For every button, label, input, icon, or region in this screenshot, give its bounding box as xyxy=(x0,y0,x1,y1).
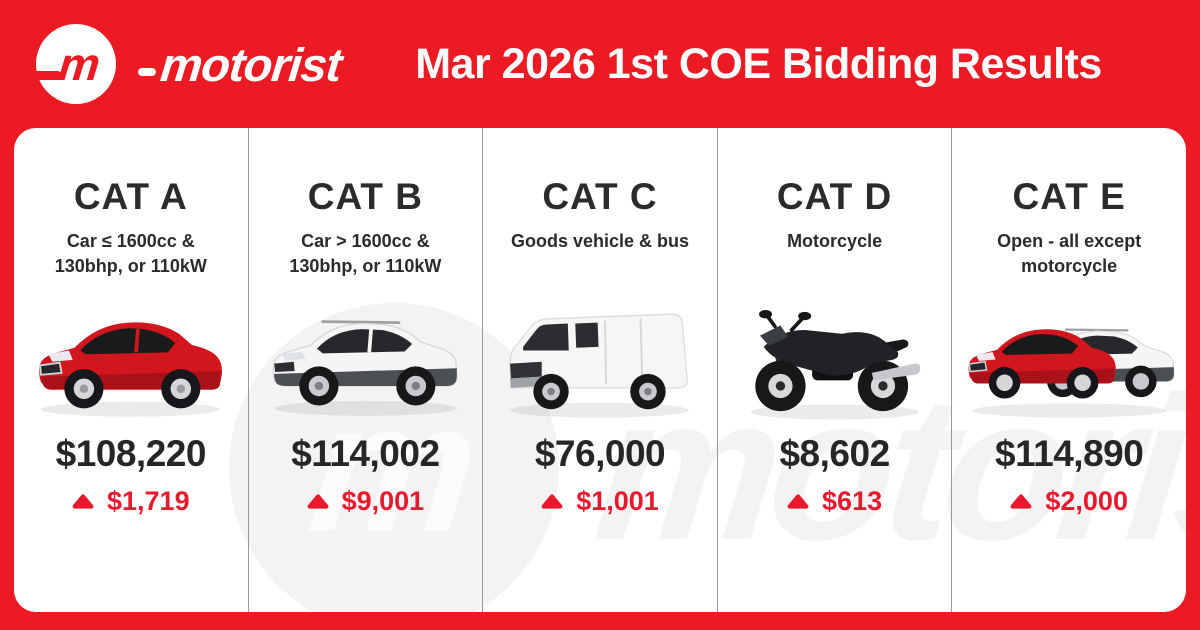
change-amount: $1,719 xyxy=(107,486,190,516)
category-column-cat-a: CAT A Car ≤ 1600cc & 130bhp, or 110kW xyxy=(14,128,249,612)
category-description: Open - all except motorcycle xyxy=(997,231,1142,276)
results-card: m motorist CAT A Car ≤ 1600cc & 130bhp, … xyxy=(14,128,1186,612)
brand-name: motorist xyxy=(158,37,344,91)
white-van-image xyxy=(497,283,702,433)
category-label: CAT D xyxy=(776,176,893,217)
change-amount: $2,000 xyxy=(1045,486,1128,516)
up-arrow-icon xyxy=(1010,494,1032,509)
black-motorcycle-image xyxy=(732,283,937,433)
category-description: Motorcycle xyxy=(787,231,883,251)
motorist-logo-circle: m xyxy=(30,24,116,104)
coe-price: $108,220 xyxy=(55,433,207,474)
white-suv-image xyxy=(263,283,468,433)
category-column-cat-b: CAT B Car > 1600cc & 130bhp, or 110kW xyxy=(249,128,484,612)
up-arrow-icon xyxy=(787,494,809,509)
category-column-cat-e: CAT E Open - all except motorcycle xyxy=(952,128,1186,612)
change-amount: $9,001 xyxy=(341,486,425,516)
category-label: CAT E xyxy=(1012,176,1126,217)
price-change: $2,000 xyxy=(1010,488,1128,515)
up-arrow-icon xyxy=(72,494,94,509)
change-amount: $1,001 xyxy=(576,486,659,516)
category-label: CAT B xyxy=(307,176,424,217)
wordmark-dash-icon xyxy=(138,67,156,76)
up-arrow-icon xyxy=(541,494,563,509)
coe-price: $114,002 xyxy=(291,433,440,474)
brand-wordmark: motorist xyxy=(138,37,344,91)
category-description: Car ≤ 1600cc & 130bhp, or 110kW xyxy=(54,231,207,276)
brand-logo: m motorist xyxy=(30,24,344,104)
logo-dash-icon xyxy=(30,71,62,80)
header-banner: m motorist Mar 2026 1st COE Bidding Resu… xyxy=(0,0,1200,128)
coe-price: $76,000 xyxy=(534,433,666,474)
category-label: CAT C xyxy=(542,176,658,217)
coe-price: $114,890 xyxy=(995,433,1144,474)
category-description: Car > 1600cc & 130bhp, or 110kW xyxy=(289,231,442,276)
red-hatchback-car-image xyxy=(28,283,233,433)
category-description: Goods vehicle & bus xyxy=(510,231,689,251)
category-label: CAT A xyxy=(73,176,188,217)
price-change: $9,001 xyxy=(307,486,425,516)
up-arrow-icon xyxy=(307,494,329,509)
coe-price: $8,602 xyxy=(779,433,890,474)
logo-m-letter: m xyxy=(55,38,103,90)
page-title: Mar 2026 1st COE Bidding Results xyxy=(415,39,1102,88)
red-car-and-white-suv-image xyxy=(963,283,1175,433)
change-amount: $613 xyxy=(822,486,883,516)
price-change: $1,001 xyxy=(541,488,659,515)
category-columns: CAT A Car ≤ 1600cc & 130bhp, or 110kW xyxy=(14,128,1186,612)
price-change: $1,719 xyxy=(72,488,190,515)
price-change: $613 xyxy=(787,488,882,515)
category-column-cat-c: CAT C Goods vehicle & bus xyxy=(483,128,718,612)
category-column-cat-d: CAT D Motorcycle xyxy=(718,128,953,612)
